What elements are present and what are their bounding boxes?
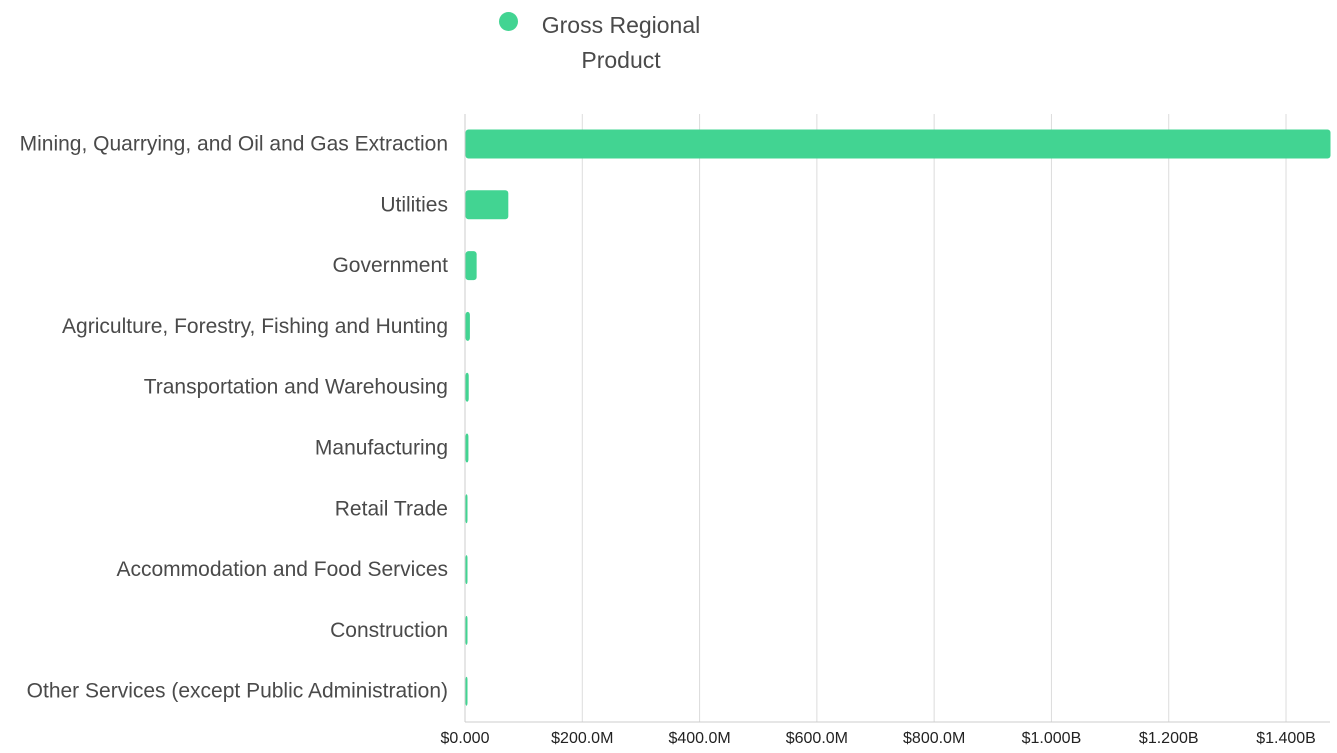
category-label-8: Construction bbox=[330, 619, 448, 642]
x-tick-label-4: $800.0M bbox=[903, 730, 965, 747]
category-label-5: Manufacturing bbox=[315, 437, 448, 460]
category-label-7: Accommodation and Food Services bbox=[117, 558, 449, 581]
category-label-9: Other Services (except Public Administra… bbox=[27, 680, 448, 703]
bar-7[interactable] bbox=[465, 555, 468, 585]
bar-3[interactable] bbox=[465, 311, 470, 341]
x-tick-label-6: $1.200B bbox=[1139, 730, 1199, 747]
category-label-3: Agriculture, Forestry, Fishing and Hunti… bbox=[62, 315, 448, 338]
x-tick-label-3: $600.0M bbox=[786, 730, 848, 747]
x-tick-label-0: $0.000 bbox=[441, 730, 490, 747]
bar-5[interactable] bbox=[465, 433, 469, 463]
bar-2[interactable] bbox=[465, 251, 477, 281]
bar-1[interactable] bbox=[465, 190, 509, 220]
category-label-4: Transportation and Warehousing bbox=[144, 376, 448, 399]
legend-swatch bbox=[499, 12, 518, 31]
bar-8[interactable] bbox=[465, 615, 468, 645]
x-tick-label-7: $1.400B bbox=[1256, 730, 1316, 747]
category-label-6: Retail Trade bbox=[335, 497, 448, 520]
legend-label: Gross Regional Product bbox=[541, 12, 701, 73]
legend[interactable]: Gross Regional Product bbox=[499, 8, 739, 78]
x-tick-label-5: $1.000B bbox=[1022, 730, 1082, 747]
x-tick-label-2: $400.0M bbox=[668, 730, 730, 747]
x-tick-label-1: $200.0M bbox=[551, 730, 613, 747]
category-label-2: Government bbox=[332, 254, 448, 277]
category-label-1: Utilities bbox=[380, 193, 448, 216]
bar-9[interactable] bbox=[465, 676, 468, 706]
bar-4[interactable] bbox=[465, 372, 469, 402]
bar-6[interactable] bbox=[465, 494, 468, 524]
bar-0[interactable] bbox=[465, 129, 1331, 159]
category-label-0: Mining, Quarrying, and Oil and Gas Extra… bbox=[20, 133, 448, 156]
